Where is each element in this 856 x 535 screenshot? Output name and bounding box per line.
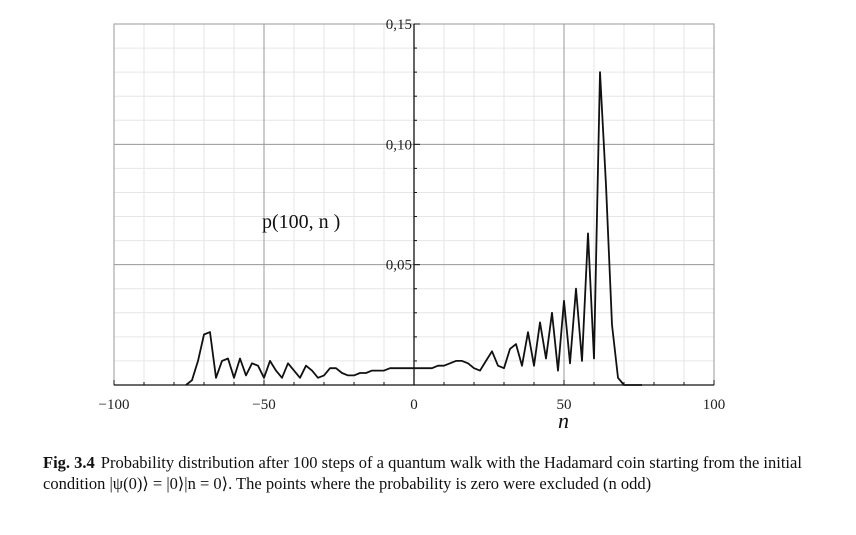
x-tick-label: −100 [99, 397, 130, 413]
series-layer [185, 71, 642, 386]
figure-caption: Fig. 3.4 Probability distribution after 1… [43, 452, 813, 494]
figure-number: Fig. 3.4 [43, 453, 95, 472]
x-tick-label: 0 [410, 397, 418, 413]
caption-text: Probability distribution after 100 steps… [43, 453, 802, 493]
y-tick-label: 0,05 [386, 258, 412, 274]
tick-labels: −100 −50 0 50 100 0,05 0,10 0,15 [99, 17, 726, 413]
x-tick-label: −50 [252, 397, 275, 413]
x-axis-label: n [558, 408, 569, 433]
x-tick-label: 50 [557, 397, 572, 413]
axis-ticks [113, 23, 715, 385]
y-axis-label: p(100, n ) [262, 211, 340, 233]
probability-distribution-chart: −100 −50 0 50 100 0,05 0,10 0,15 p(100, n ) n [99, 17, 726, 433]
y-tick-label: 0,10 [386, 137, 412, 153]
y-tick-label: 0,15 [386, 17, 412, 33]
probability-series-line [185, 71, 642, 386]
x-tick-label: 100 [703, 397, 726, 413]
